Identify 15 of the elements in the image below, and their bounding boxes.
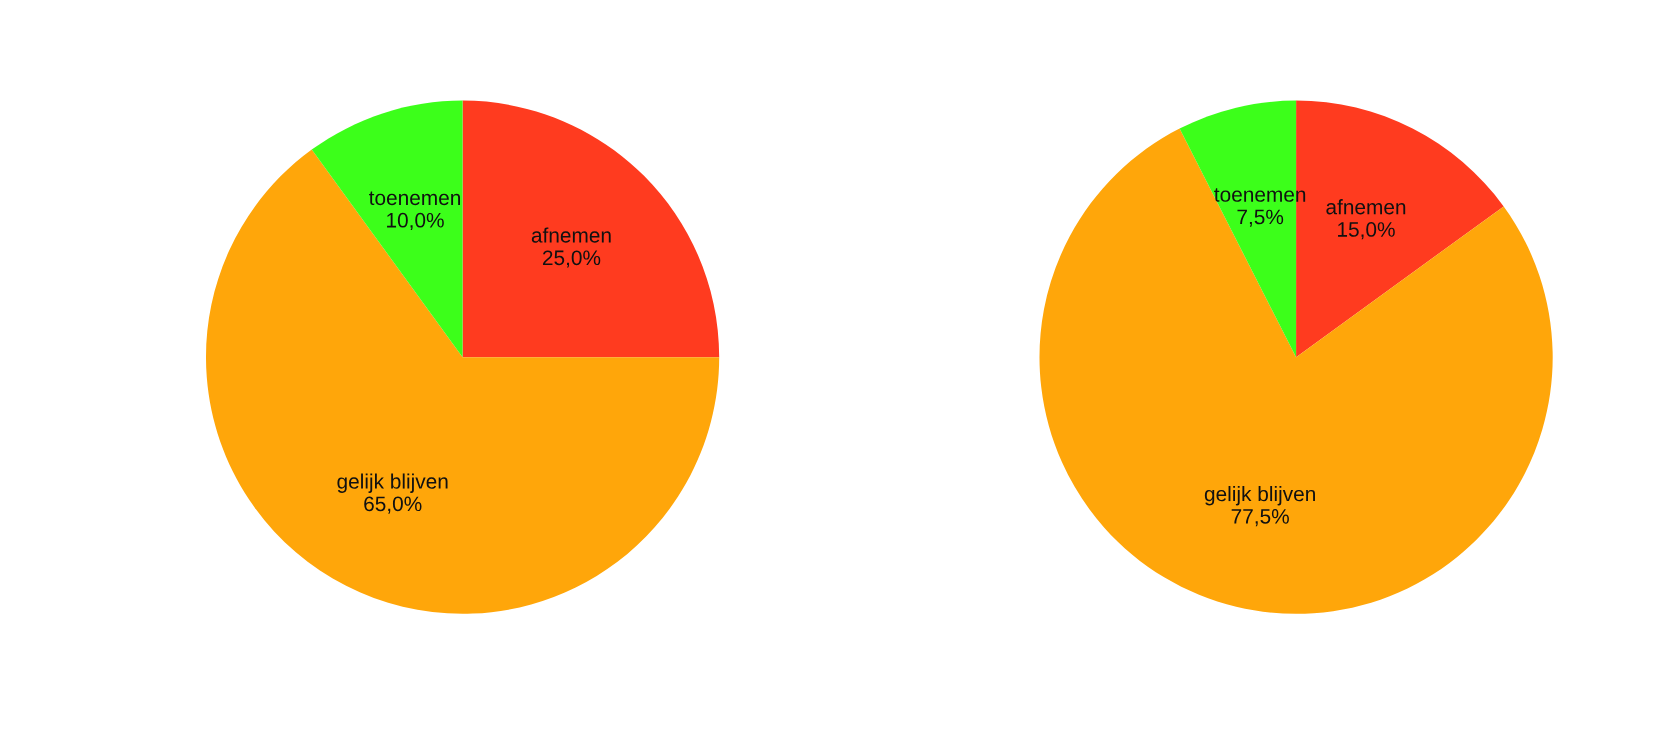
data-label: 77,5% [1231,509,1289,527]
pie-slice [311,100,463,358]
pie-slice [205,149,720,614]
data-label: 25,0% [542,250,601,268]
data-label: 7,5% [1237,209,1284,227]
slice-label: toenemen [369,191,460,206]
pie-slice [462,100,720,358]
data-label: 15,0% [1338,222,1395,240]
data-label: 65,0% [364,496,422,514]
data-label: 10,0% [387,212,444,231]
pie-slice [1039,128,1553,614]
slice-label: afnemen [1326,199,1406,215]
slice-label: gelijk blijven [1204,485,1315,506]
slice-label: gelijk blijven [337,473,448,493]
slice-label: afnemen [531,227,611,243]
